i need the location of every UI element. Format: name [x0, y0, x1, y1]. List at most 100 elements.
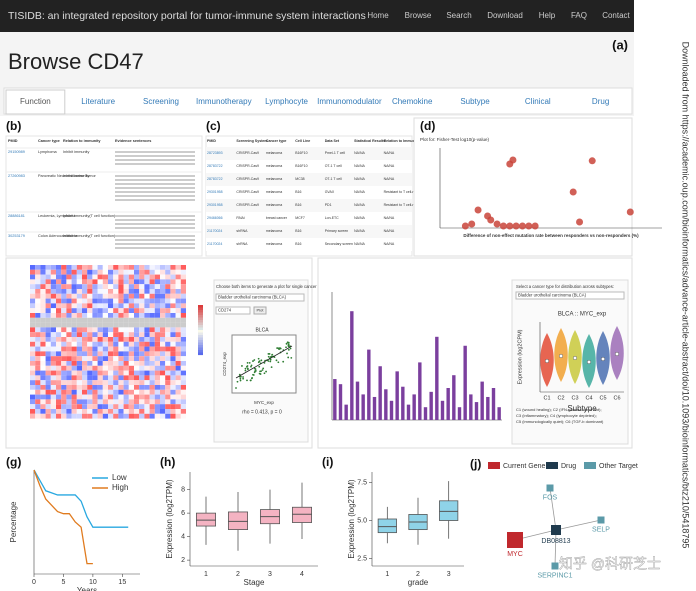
nav-link[interactable]: Download	[487, 11, 523, 20]
heat-cell	[40, 269, 46, 275]
table-cell: Inhibit immunity	[63, 150, 89, 154]
tab[interactable]: Subtype	[460, 97, 490, 106]
heat-cell	[71, 327, 77, 333]
heat-cell	[108, 404, 114, 409]
heat-cell	[30, 265, 36, 270]
select[interactable]	[515, 291, 625, 300]
heat-cell	[50, 394, 56, 400]
heat-cell	[102, 317, 108, 323]
heat-cell	[50, 289, 56, 294]
heat-cell	[165, 351, 171, 357]
heat-cell	[144, 303, 150, 309]
heat-cell	[108, 394, 114, 400]
heat-cell	[144, 361, 150, 366]
heat-cell	[82, 265, 88, 270]
heat-cell	[123, 346, 129, 352]
scatter-dot	[275, 359, 278, 362]
tab[interactable]: Function	[20, 97, 51, 106]
heat-cell	[170, 298, 176, 304]
heat-cell	[165, 289, 171, 294]
heat-cell	[87, 313, 93, 318]
nav-link[interactable]: Browse	[405, 11, 432, 20]
x-tick-label: 3	[447, 571, 451, 578]
heat-cell	[56, 289, 62, 294]
heat-cell	[82, 399, 88, 405]
heat-cell	[56, 356, 62, 361]
tab[interactable]: Drug	[592, 97, 609, 106]
tab[interactable]: Chemokine	[392, 97, 433, 106]
nav-link[interactable]: Home	[367, 11, 389, 20]
heat-cell	[76, 385, 82, 390]
heat-cell	[45, 322, 51, 328]
tab[interactable]: Screening	[143, 97, 179, 106]
nav-link[interactable]: Help	[539, 11, 556, 20]
heat-cell	[92, 399, 98, 405]
nav-link[interactable]: Contact	[602, 11, 630, 20]
heat-cell	[71, 413, 77, 419]
heat-cell	[175, 399, 181, 405]
select[interactable]	[215, 293, 305, 302]
heat-cell	[175, 409, 181, 414]
heat-cell	[144, 317, 150, 323]
select[interactable]	[215, 306, 251, 315]
heat-cell	[76, 289, 82, 294]
tab[interactable]: Clinical	[525, 97, 551, 106]
heat-cell	[56, 370, 62, 376]
nav-link[interactable]: Search	[446, 11, 471, 20]
heat-cell	[123, 269, 129, 275]
heat-cell	[165, 279, 171, 285]
heat-cell	[50, 409, 56, 414]
heat-cell	[113, 409, 119, 414]
heat-cell	[76, 389, 82, 395]
heat-cell	[165, 303, 171, 309]
bar	[412, 394, 416, 420]
nav-link[interactable]: FAQ	[571, 11, 587, 20]
heat-cell	[165, 327, 171, 333]
heat-cell	[92, 375, 98, 381]
scatter-dot	[258, 360, 261, 363]
heat-cell	[128, 332, 134, 337]
heat-cell	[160, 289, 166, 294]
node-label: FOS	[543, 494, 558, 501]
heat-cell	[45, 289, 51, 294]
table-cell: MC38	[295, 177, 304, 181]
legend-label: Drug	[561, 463, 576, 470]
heat-cell	[139, 370, 145, 376]
plot-title: BLCA	[255, 327, 269, 333]
heat-cell	[82, 298, 88, 304]
tab[interactable]: Lymphocyte	[265, 97, 308, 106]
button[interactable]	[253, 306, 267, 315]
scatter-dot	[254, 368, 257, 371]
heat-cell	[82, 313, 88, 318]
heat-cell	[71, 394, 77, 400]
median	[587, 360, 592, 365]
tab[interactable]: Immunomodulator	[317, 97, 382, 106]
heat-cell	[170, 389, 176, 395]
heat-cell	[87, 317, 93, 323]
table-header: PMID	[207, 139, 216, 143]
heat-cell	[61, 289, 67, 294]
heat-cell	[149, 413, 155, 419]
heat-cell	[30, 399, 36, 405]
heat-cell	[149, 380, 155, 385]
button-label[interactable]: Plot	[257, 308, 265, 313]
heat-cell	[102, 322, 108, 328]
heat-cell	[97, 284, 103, 289]
heat-cell	[102, 409, 108, 414]
heat-cell	[56, 279, 62, 285]
point	[509, 156, 517, 164]
heat-cell	[66, 409, 72, 414]
heat-cell	[40, 385, 46, 390]
heat-cell	[87, 308, 93, 313]
heat-cell	[160, 274, 166, 280]
table-cell: CRISPR-Cas9	[236, 190, 259, 194]
heat-cell	[102, 404, 108, 409]
heat-cell	[128, 298, 134, 304]
heat-cell	[30, 389, 36, 395]
heat-cell	[102, 385, 108, 390]
heat-cell	[76, 337, 82, 342]
scatter-dot	[269, 360, 272, 363]
tab[interactable]: Literature	[81, 97, 115, 106]
heat-cell	[118, 351, 124, 357]
tab[interactable]: Immunotherapy	[196, 97, 252, 106]
